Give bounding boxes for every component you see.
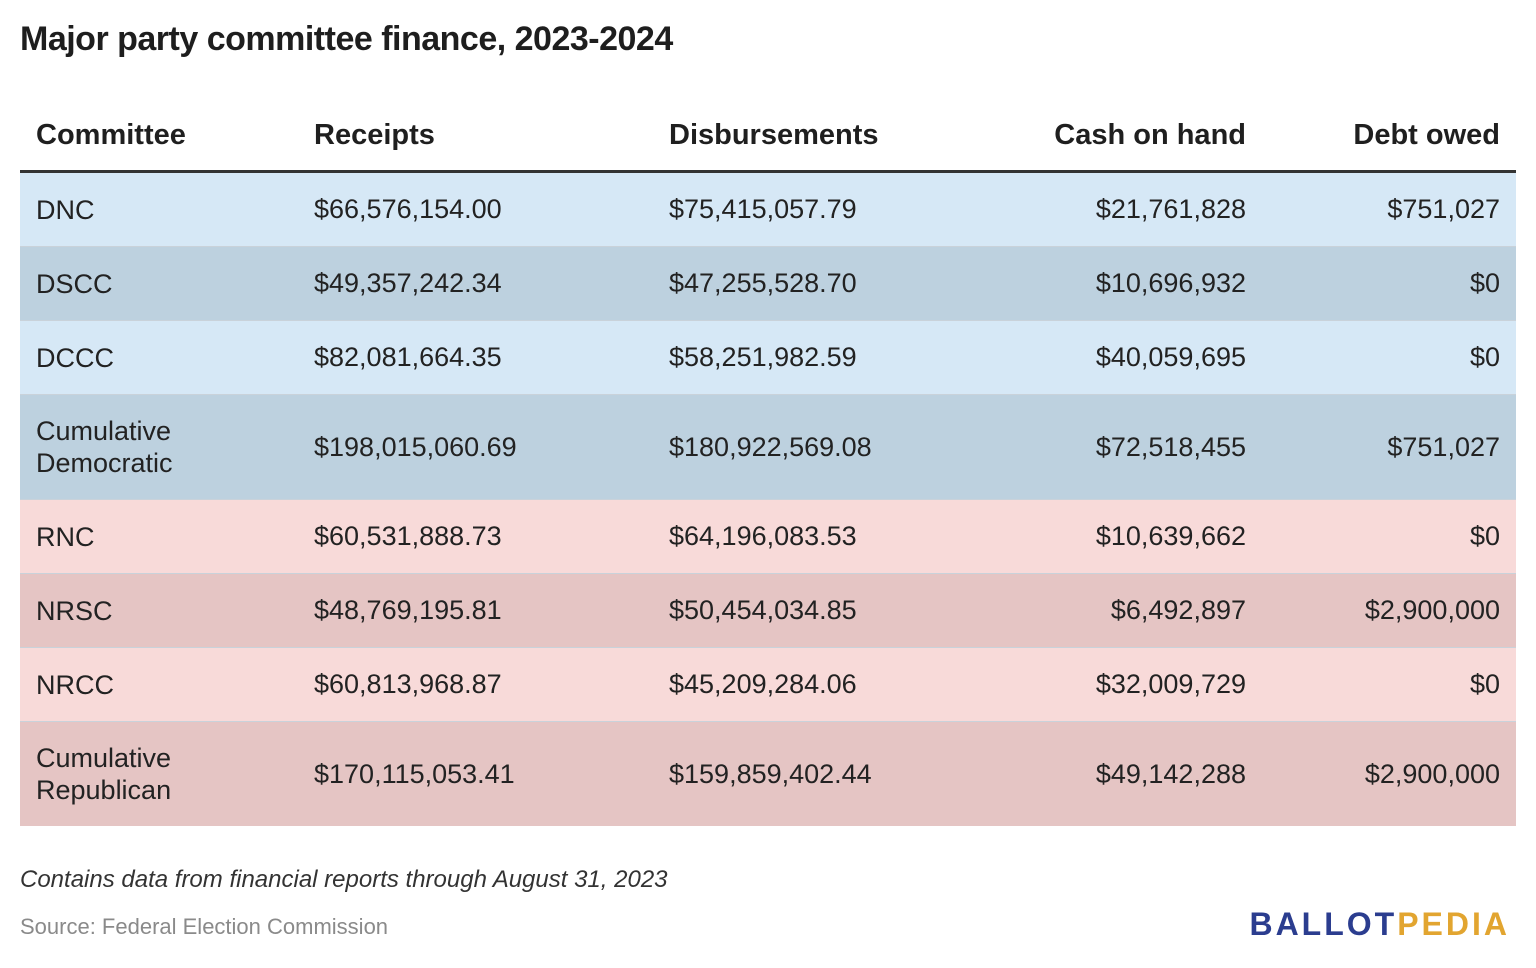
cell-cash-on-hand: $49,142,288 xyxy=(1095,758,1246,789)
cell-debt-owed: $751,027 xyxy=(1262,171,1516,247)
cell-debt-owed: $2,900,000 xyxy=(1364,758,1500,789)
header-receipts: Receipts xyxy=(298,100,653,173)
cell-debt-owed: $2,900,000 xyxy=(1262,573,1516,648)
cell-receipts: $82,081,664.35 xyxy=(298,320,653,395)
logo-part-ballot: BALLOT xyxy=(1249,906,1398,942)
cell-disbursements: $180,922,569.08 xyxy=(653,394,1008,500)
cell-receipts: $60,813,968.87 xyxy=(298,647,653,722)
cell-committee: DSCC xyxy=(20,246,298,321)
cell-debt-owed: $0 xyxy=(1262,320,1516,395)
cell-receipts: $48,769,195.81 xyxy=(298,573,653,648)
cell-committee: RNC xyxy=(20,499,298,574)
header-debt-owed: Debt owed xyxy=(1262,100,1516,173)
cell-receipts: $60,531,888.73 xyxy=(298,499,653,574)
header-committee: Committee xyxy=(20,100,298,173)
cell-cash-on-hand: $32,009,729 xyxy=(1008,647,1262,722)
cell-debt-owed: $0 xyxy=(1262,499,1516,574)
ballotpedia-logo: BALLOTPEDIA xyxy=(1249,906,1510,943)
cell-disbursements: $50,454,034.85 xyxy=(653,573,1008,648)
cell-committee: DNC xyxy=(20,171,298,247)
cell-committee: Cumulative Democratic xyxy=(20,394,298,500)
finance-table: Committee Receipts Disbursements Cash on… xyxy=(20,100,1516,826)
finance-table-container: Committee Receipts Disbursements Cash on… xyxy=(20,100,1516,826)
cell-cash-on-hand: $10,696,932 xyxy=(1008,246,1262,321)
cell-receipts: $66,576,154.00 xyxy=(298,171,653,247)
cell-receipts: $198,015,060.69 xyxy=(298,394,653,500)
table-row: RNC $60,531,888.73 $64,196,083.53 $10,639,6… xyxy=(20,499,1516,574)
cell-disbursements: $45,209,284.06 xyxy=(653,647,1008,722)
table-row: DCCC $82,081,664.35 $58,251,982.59 $40,059,… xyxy=(20,320,1516,395)
cell-debt-owed: $751,027 xyxy=(1262,394,1516,500)
cell-receipts: $49,357,242.34 xyxy=(298,246,653,321)
table-row: NRSC $48,769,195.81 $50,454,034.85 $6,492,8… xyxy=(20,573,1516,648)
source-note: Source: Federal Election Commission xyxy=(20,914,389,939)
cell-disbursements: $64,196,083.53 xyxy=(653,499,1008,574)
cell-debt-owed: $0 xyxy=(1262,246,1516,321)
cell-cash-on-hand: $10,639,662 xyxy=(1008,499,1262,574)
cell-receipts: $170,115,053.41 xyxy=(314,758,515,789)
table-row: Cumulative Republican $170,115,053.41 $159… xyxy=(20,721,1516,826)
header-disbursements: Disbursements xyxy=(653,100,1008,173)
cell-committee: NRSC xyxy=(20,573,298,648)
cell-cash-on-hand: $6,492,897 xyxy=(1008,573,1262,648)
cell-disbursements: $47,255,528.70 xyxy=(653,246,1008,321)
cell-committee: DCCC xyxy=(20,320,298,395)
cell-cash-on-hand: $21,761,828 xyxy=(1008,171,1262,247)
page-title: Major party committee finance, 2023-2024 xyxy=(20,20,673,58)
table-row: NRCC $60,813,968.87 $45,209,284.06 $32,009,… xyxy=(20,647,1516,722)
cell-disbursements: $58,251,982.59 xyxy=(653,320,1008,395)
table-header-row: Committee Receipts Disbursements Cash on… xyxy=(20,100,1516,173)
cell-committee: Cumulative Republican xyxy=(36,743,172,805)
cell-cash-on-hand: $72,518,455 xyxy=(1008,394,1262,500)
cell-disbursements: $159,859,402.44 xyxy=(669,758,872,789)
table-body: DNC $66,576,154.00 $75,415,057.79 $21,761,8… xyxy=(20,171,1516,826)
logo-part-pedia: PEDIA xyxy=(1397,906,1510,942)
cell-disbursements: $75,415,057.79 xyxy=(653,171,1008,247)
cell-debt-owed: $0 xyxy=(1262,647,1516,722)
header-cash-on-hand: Cash on hand xyxy=(1008,100,1262,173)
cell-cash-on-hand: $40,059,695 xyxy=(1008,320,1262,395)
footnote: Contains data from financial reports thr… xyxy=(20,866,668,893)
cell-committee: NRCC xyxy=(20,647,298,722)
table-row: Cumulative Democratic $198,015,060.69 $180… xyxy=(20,394,1516,500)
table-row: DSCC $49,357,242.34 $47,255,528.70 $10,696,… xyxy=(20,246,1516,321)
table-row: DNC $66,576,154.00 $75,415,057.79 $21,761,8… xyxy=(20,171,1516,247)
